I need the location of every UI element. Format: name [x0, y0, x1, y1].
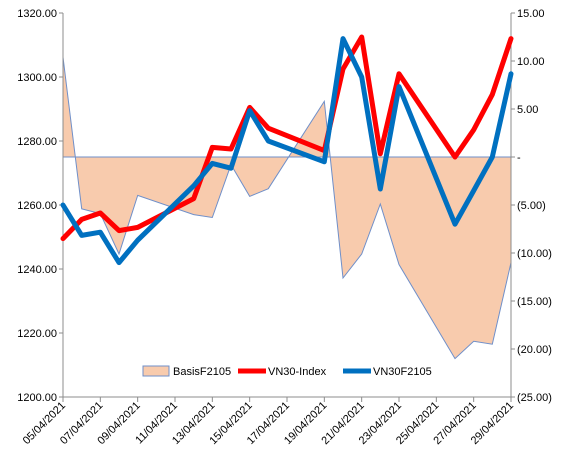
left-tick-label: 1300.00 [17, 72, 57, 84]
right-tick-label: 5.00 [517, 104, 538, 116]
left-tick-label: 1280.00 [17, 136, 57, 148]
left-tick-label: 1320.00 [17, 8, 57, 20]
vn30-index-line [60, 34, 514, 242]
legend-label: BasisF2105 [173, 366, 231, 378]
axes-layer: 1200.00 1220.00 1240.00 1260.00 1280.00 1300.… [17, 8, 552, 447]
legend-swatch [142, 365, 170, 377]
basis-area-layer [62, 57, 512, 360]
legend-label: VN30-Index [268, 366, 327, 378]
right-tick-label: 10.00 [517, 56, 545, 68]
left-tick-label: 1200.00 [17, 392, 57, 404]
right-tick-label: (5.00) [517, 200, 546, 212]
right-tick-label: (20.00) [517, 344, 552, 356]
legend: BasisF2105 VN30-Index VN30F2105 [142, 365, 432, 378]
right-tick-label: (25.00) [517, 392, 552, 404]
right-tick-label: - [517, 152, 521, 164]
right-tick-label: 15.00 [517, 8, 545, 20]
right-tick-label: (15.00) [517, 296, 552, 308]
legend-vn30f2105: VN30F2105 [343, 366, 432, 378]
vn30f2105-line [60, 36, 514, 266]
right-tick-label: (10.00) [517, 248, 552, 260]
basis-outline [62, 57, 512, 360]
legend-label: VN30F2105 [373, 366, 432, 378]
legend-basisf2105: BasisF2105 [142, 365, 231, 378]
legend-vn30-index: VN30-Index [238, 366, 327, 378]
left-tick-label: 1220.00 [17, 328, 57, 340]
basis-area [63, 57, 511, 359]
left-tick-label: 1260.00 [17, 200, 57, 212]
left-tick-label: 1240.00 [17, 264, 57, 276]
lines-layer [60, 34, 514, 266]
